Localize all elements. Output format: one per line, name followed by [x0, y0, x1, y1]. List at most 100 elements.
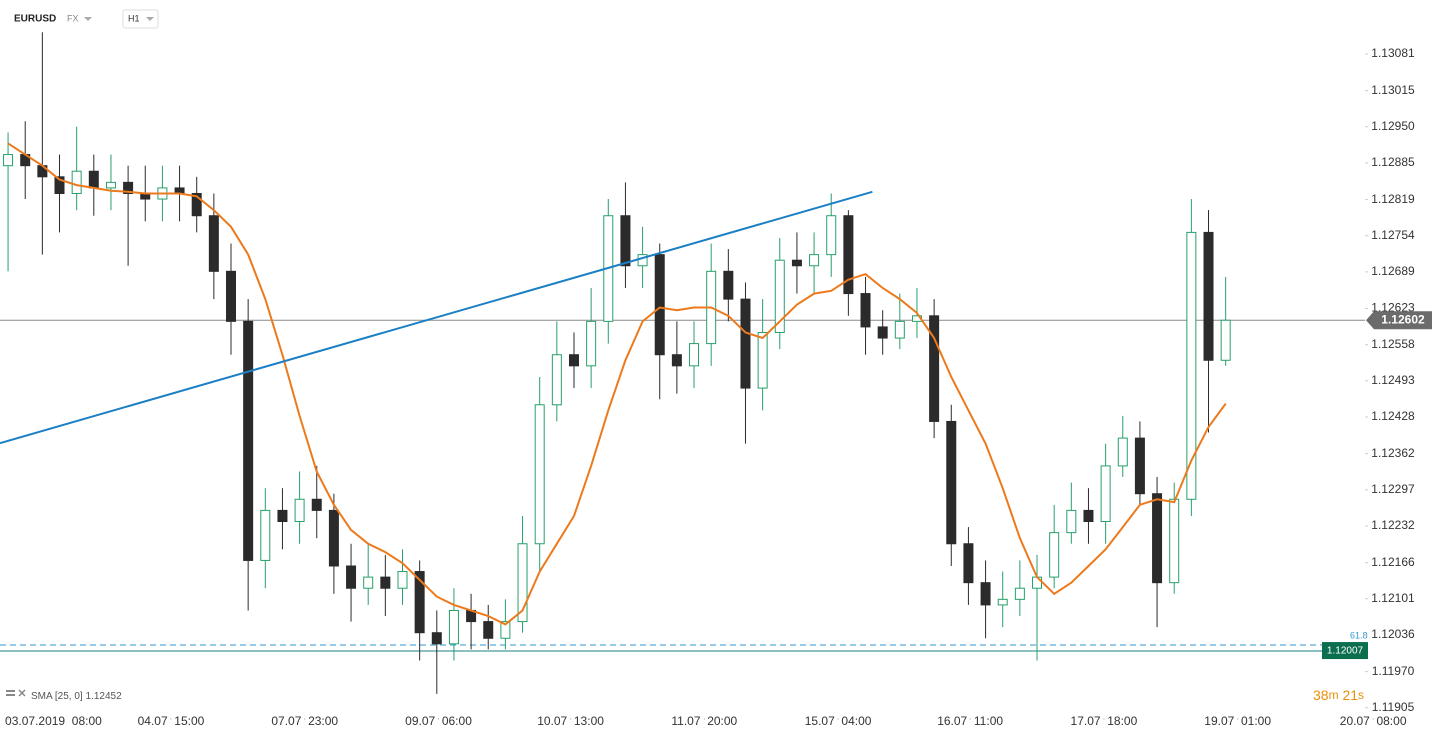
countdown-unit: m — [1329, 688, 1339, 702]
candle-body — [277, 509, 288, 523]
legend-icon[interactable] — [6, 690, 15, 692]
countdown-unit: s — [1358, 688, 1364, 702]
candle-body — [1169, 498, 1180, 584]
countdown-sec: 21 — [1342, 687, 1358, 703]
y-tick-label: 1.12232 — [1371, 518, 1415, 532]
y-tick-label: 1.11905 — [1372, 700, 1415, 714]
candle-body — [723, 270, 734, 300]
candle-body — [586, 320, 597, 367]
y-tick-label: 1.12754 — [1371, 228, 1415, 242]
x-tick-label: 09.07 06:00 — [405, 714, 472, 728]
candle-body — [226, 270, 237, 322]
legend-params: [25, 0] — [55, 691, 83, 702]
candle-body — [54, 176, 65, 194]
y-tick-label: 1.12428 — [1371, 409, 1415, 423]
market[interactable]: FX — [67, 13, 79, 23]
y-tick-label: 1.13015 — [1371, 83, 1415, 97]
symbol[interactable]: EURUSD — [14, 14, 56, 25]
x-tick-label: 07.07 23:00 — [271, 714, 338, 728]
candle-body — [877, 326, 888, 339]
candle-body — [3, 154, 14, 167]
x-tick-label: 17.07 18:00 — [1071, 714, 1138, 728]
candle-body — [346, 565, 357, 589]
candle-body — [311, 498, 322, 511]
candle-body — [1100, 465, 1111, 523]
candle-body — [929, 315, 940, 422]
candle-body — [860, 293, 871, 328]
y-tick-label: 1.13081 — [1371, 46, 1415, 60]
legend-value: 1.12452 — [86, 691, 123, 702]
market-caret[interactable] — [84, 17, 92, 21]
candle-body — [71, 170, 82, 194]
x-tick-label: 03.07.2019 08:00 — [5, 714, 102, 728]
candle-body — [328, 509, 339, 567]
candle-body — [105, 181, 116, 189]
candle-body — [1152, 493, 1163, 584]
y-tick-label: 1.12950 — [1371, 119, 1415, 133]
y-tick-label: 1.12101 — [1371, 591, 1415, 605]
candle-body — [551, 354, 562, 406]
candle-body — [1014, 587, 1025, 600]
candle-body — [1083, 509, 1094, 523]
y-tick-label: 1.12819 — [1371, 192, 1415, 206]
sma-line — [7, 142, 1227, 626]
candle-body — [774, 259, 785, 333]
y-tick-label: 1.12493 — [1371, 373, 1415, 387]
support-label: 1.12007 — [1327, 646, 1364, 657]
candle-body — [1066, 509, 1077, 534]
y-tick-label: 1.11970 — [1372, 664, 1415, 678]
candle-body — [363, 576, 374, 589]
candle-body — [534, 404, 545, 545]
y-tick-label: 1.12297 — [1371, 482, 1415, 496]
candle-body — [689, 343, 700, 367]
candle-body — [397, 571, 408, 589]
candle-body — [1117, 437, 1128, 467]
legend-text: SMA [25, 0] 1.12452 — [31, 691, 122, 702]
countdown: 38m 21s — [1313, 687, 1364, 703]
candle-body — [517, 543, 528, 623]
candle-body — [740, 298, 751, 389]
candle-body — [294, 498, 305, 523]
y-tick-label: 1.12166 — [1371, 555, 1415, 569]
legend-close[interactable] — [18, 689, 26, 697]
candle-body — [260, 509, 271, 561]
x-tick-label: 20.07 08:00 — [1340, 714, 1407, 728]
candle-body — [1032, 576, 1043, 589]
y-tick-label: 1.12558 — [1371, 337, 1415, 351]
candle-body — [568, 354, 579, 367]
countdown-min: 38 — [1313, 687, 1329, 703]
y-tick-label: 1.12362 — [1371, 446, 1415, 460]
candle-body — [431, 632, 442, 645]
candle-body — [191, 192, 202, 217]
x-tick-label: 10.07 13:00 — [537, 714, 604, 728]
candle-body — [620, 215, 631, 267]
x-tick-label: 19.07 01:00 — [1204, 714, 1271, 728]
candle-body — [963, 543, 974, 584]
x-tick-label: 04.07 15:00 — [138, 714, 205, 728]
candle-body — [88, 170, 99, 189]
indicator-legend: SMA [25, 0] 1.12452 — [6, 689, 122, 702]
candle-body — [123, 181, 134, 194]
candle-body — [809, 254, 820, 267]
y-tick-label: 1.12623 — [1371, 301, 1415, 315]
candle-body — [1049, 532, 1060, 578]
candle-body — [997, 598, 1008, 606]
candle-body — [757, 331, 768, 389]
current-price-label: 1.12602 — [1381, 312, 1425, 326]
interval[interactable]: H1 — [128, 13, 140, 23]
interval-box[interactable] — [122, 9, 159, 29]
candle-body — [671, 354, 682, 367]
candle-body — [243, 320, 254, 561]
fib-label: 61.8 — [1350, 630, 1368, 640]
candle-body — [380, 576, 391, 589]
candle-body — [1203, 231, 1214, 361]
candle-body — [1134, 437, 1145, 495]
candle-body — [1186, 231, 1197, 500]
plot: 61.8 1.13081 1.13015 1.12950 1.12885 1.12819 1… — [0, 32, 1432, 728]
y-tick-label: 1.12885 — [1371, 155, 1415, 169]
legend-icon[interactable] — [6, 694, 15, 696]
candle-body — [448, 609, 459, 645]
candle-body — [414, 571, 425, 634]
